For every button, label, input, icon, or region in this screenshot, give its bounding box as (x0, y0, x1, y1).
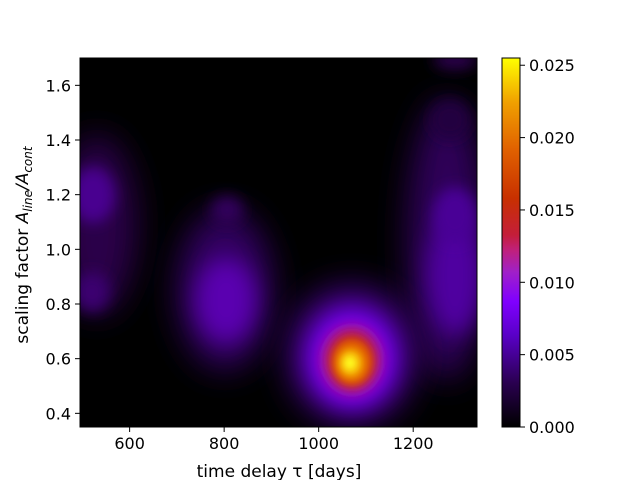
heat-blob (430, 100, 470, 140)
x-axis-label: time delay τ [days] (197, 462, 362, 480)
y-axis-label-symbol: A (13, 212, 33, 225)
colorbar-tick-label: 0.020 (529, 129, 575, 148)
y-tick-label: 0.8 (46, 295, 71, 314)
heatmap-field (80, 58, 477, 425)
colorbar-tick-label: 0.005 (529, 346, 575, 365)
x-tick-label: 1000 (298, 434, 339, 453)
colorbar-tick-label: 0.025 (529, 56, 575, 75)
y-axis-label-main: scaling factor (13, 223, 33, 343)
y-tick-label: 0.4 (46, 404, 71, 423)
heat-blob (196, 258, 256, 342)
heat-blob (80, 272, 110, 312)
y-tick-label: 1.6 (46, 76, 71, 95)
plot-frame (79, 57, 478, 428)
x-tick-label: 1200 (393, 434, 434, 453)
heat-blob (80, 167, 115, 223)
colorbar-tick-label: 0.000 (529, 418, 575, 437)
heat-blob (343, 355, 357, 371)
colorbar-tick-label: 0.010 (529, 273, 575, 292)
y-axis-label-sub-num: line (21, 190, 35, 212)
y-tick-label: 1.0 (46, 240, 71, 259)
heat-blob (427, 215, 477, 335)
y-tick-label: 1.2 (46, 186, 71, 205)
y-axis-label: scaling factor Aline/Acont (13, 145, 35, 343)
x-axis: 600 800 1000 1200 (114, 427, 434, 453)
y-axis-label-slash: /A (13, 173, 33, 192)
heat-blob (433, 58, 477, 70)
colorbar (501, 57, 521, 428)
y-tick-label: 0.6 (46, 350, 71, 369)
y-tick-label: 1.4 (46, 131, 71, 150)
heat-blob (211, 196, 243, 224)
y-axis-label-sub-den: cont (21, 145, 35, 173)
x-tick-label: 800 (209, 434, 240, 453)
colorbar-tick-label: 0.015 (529, 201, 575, 220)
x-tick-label: 600 (114, 434, 145, 453)
y-axis: 0.4 0.6 0.8 1.0 1.2 1.4 1.6 (46, 76, 80, 423)
colorbar-axis: 0.000 0.005 0.010 0.015 0.020 0.025 (520, 56, 575, 437)
heat-blob (433, 187, 477, 243)
